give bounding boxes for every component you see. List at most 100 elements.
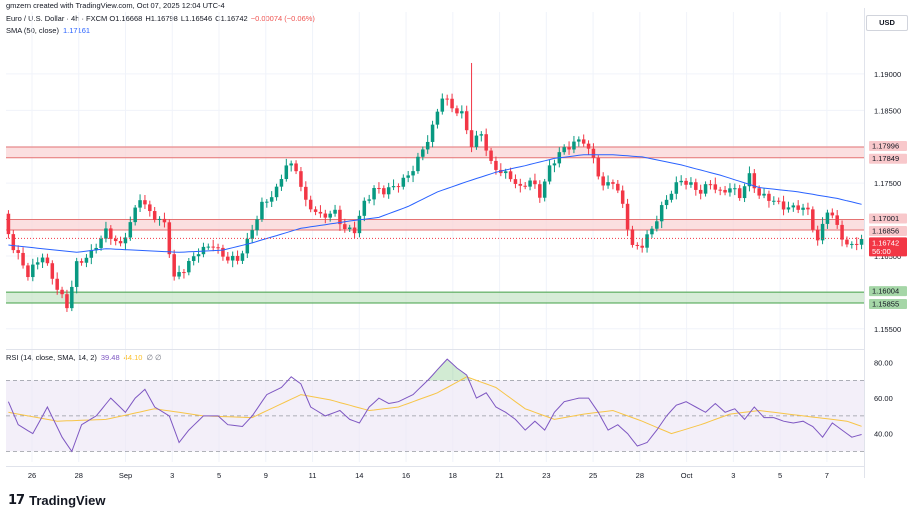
time-tick-label: 3 xyxy=(731,471,735,480)
candle-up xyxy=(260,201,264,220)
candle-down xyxy=(464,111,469,131)
price-tick-label: 1.16500 xyxy=(874,252,901,261)
candle-down xyxy=(567,147,571,150)
candle-down xyxy=(113,238,118,242)
candle-up xyxy=(138,200,142,208)
candle-down xyxy=(616,183,620,191)
candle-up xyxy=(187,260,191,273)
candle-down xyxy=(815,229,820,241)
candle-down xyxy=(396,186,401,188)
candle-down xyxy=(352,227,357,234)
candle-down xyxy=(167,222,172,255)
rsi-legend: RSI (14, close, SMA, 14, 2) 39.48 44.10 ∅ ∅ xyxy=(6,353,162,362)
candle-up xyxy=(406,175,410,178)
candle-up xyxy=(128,222,133,238)
candle-down xyxy=(299,171,303,187)
rsi-value: 39.48 xyxy=(100,353,120,362)
resistance-zone xyxy=(6,147,864,158)
time-tick-label: 5 xyxy=(217,471,221,480)
candle-down xyxy=(60,289,64,295)
candle-up xyxy=(791,205,796,208)
candle-down xyxy=(737,188,742,199)
candle-down xyxy=(713,184,718,190)
tradingview-logo[interactable]: 17 TradingView xyxy=(8,492,105,508)
candle-down xyxy=(211,246,215,248)
candle-up xyxy=(416,156,420,172)
candle-up xyxy=(230,255,235,261)
time-tick-label: 5 xyxy=(778,471,782,480)
candle-down xyxy=(625,203,630,230)
candle-down xyxy=(513,179,518,184)
candles xyxy=(6,62,864,312)
candle-up xyxy=(572,141,576,150)
candle-down xyxy=(152,211,157,220)
candle-up xyxy=(196,254,201,257)
price-tick-label: 1.18500 xyxy=(874,106,901,115)
candle-up xyxy=(577,139,581,142)
candle-down xyxy=(16,250,20,253)
candle-up xyxy=(35,262,40,265)
candle-down xyxy=(50,263,55,279)
level-price-label: 1.16004 xyxy=(872,287,899,296)
rsi-label[interactable]: RSI (14, close, SMA, 14, 2) xyxy=(6,353,97,362)
candle-down xyxy=(835,215,839,225)
rsi-overbought-fill xyxy=(422,359,472,381)
level-price-label: 1.17849 xyxy=(872,154,899,163)
candle-up xyxy=(401,177,406,187)
candle-down xyxy=(708,184,713,186)
candle-down xyxy=(65,294,69,309)
symbol-title[interactable]: Euro / U.S. Dollar · 4h · FXCM xyxy=(6,14,108,23)
candle-up xyxy=(440,98,445,112)
time-tick-label: 3 xyxy=(170,471,174,480)
level-price-label: 1.17996 xyxy=(872,142,899,151)
level-price-label: 1.17001 xyxy=(872,214,899,223)
level-price-tag xyxy=(869,286,907,297)
candle-down xyxy=(781,201,786,210)
level-price-tag xyxy=(869,298,907,309)
rsi-tick-label: 40.00 xyxy=(874,430,893,439)
candle-down xyxy=(118,241,123,244)
candle-down xyxy=(484,134,488,151)
sma-layer xyxy=(8,154,862,253)
candle-up xyxy=(421,149,425,157)
candle-down xyxy=(845,239,849,245)
low-value: L1.16546 xyxy=(180,14,213,23)
candle-down xyxy=(377,188,381,190)
candle-up xyxy=(772,200,776,202)
candle-up xyxy=(289,163,293,166)
candle-up xyxy=(123,237,128,244)
candle-up xyxy=(40,257,45,263)
candle-down xyxy=(620,190,625,204)
candle-up xyxy=(552,163,557,166)
candle-down xyxy=(226,256,230,261)
candle-up xyxy=(528,180,532,187)
candle-up xyxy=(201,246,206,255)
candle-up xyxy=(255,219,259,231)
candle-down xyxy=(148,204,152,212)
candle-up xyxy=(733,188,737,190)
candle-up xyxy=(542,181,547,198)
candle-up xyxy=(245,238,250,254)
price-tick-label: 1.17500 xyxy=(874,179,901,188)
candle-up xyxy=(284,165,289,180)
candle-up xyxy=(562,147,566,153)
candle-up xyxy=(825,212,830,224)
candle-up xyxy=(372,188,376,200)
candle-up xyxy=(133,207,137,223)
last-price-label: 1.16742 xyxy=(872,238,899,247)
candle-down xyxy=(684,180,688,185)
candle-up xyxy=(425,141,430,150)
countdown-label: 56:00 xyxy=(872,247,891,256)
candle-down xyxy=(538,184,542,198)
candle-down xyxy=(294,163,298,172)
currency-button[interactable]: USD xyxy=(866,15,908,31)
candle-down xyxy=(640,245,644,248)
time-tick-label: 7 xyxy=(825,471,829,480)
candle-up xyxy=(250,230,254,239)
level-price-tag xyxy=(869,213,907,224)
time-tick-label: 9 xyxy=(264,471,268,480)
candle-up xyxy=(679,180,683,183)
candle-up xyxy=(747,173,752,187)
candle-up xyxy=(157,218,162,220)
